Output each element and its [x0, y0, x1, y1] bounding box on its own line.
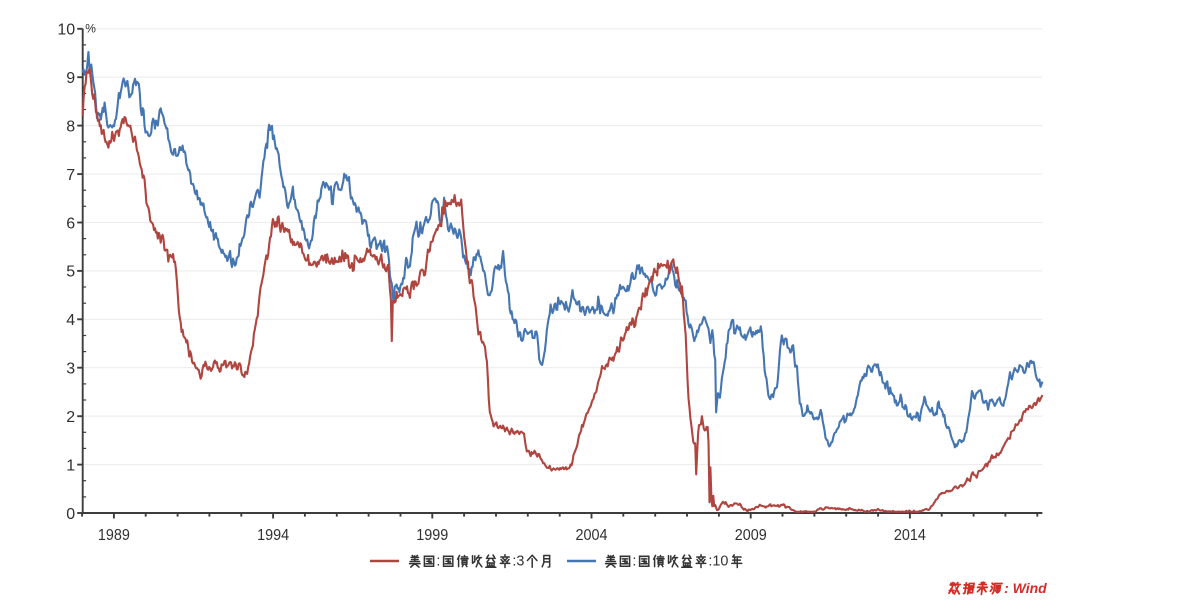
svg-text:1994: 1994: [257, 527, 289, 544]
svg-text:1999: 1999: [416, 527, 448, 544]
svg-text:1: 1: [66, 457, 75, 474]
svg-text:3: 3: [66, 361, 75, 378]
svg-text:: Wind: : Wind: [1004, 580, 1047, 596]
svg-text:5: 5: [66, 264, 75, 281]
svg-text:9: 9: [66, 70, 75, 87]
svg-text:2009: 2009: [735, 527, 767, 544]
svg-text::: :: [632, 554, 636, 570]
svg-text:%: %: [85, 21, 96, 35]
svg-text:1989: 1989: [98, 527, 130, 544]
svg-text:10: 10: [57, 22, 75, 39]
svg-text:8: 8: [66, 118, 75, 135]
svg-text::3: :3: [512, 554, 524, 570]
svg-text::10: :10: [708, 554, 728, 570]
svg-text:2014: 2014: [894, 527, 926, 544]
svg-text:6: 6: [66, 215, 75, 232]
svg-text:2: 2: [66, 409, 75, 426]
svg-text:7: 7: [66, 167, 75, 184]
svg-text:2004: 2004: [576, 527, 608, 544]
svg-text::: :: [436, 554, 440, 570]
svg-text:0: 0: [66, 506, 75, 523]
svg-text:4: 4: [66, 312, 75, 329]
